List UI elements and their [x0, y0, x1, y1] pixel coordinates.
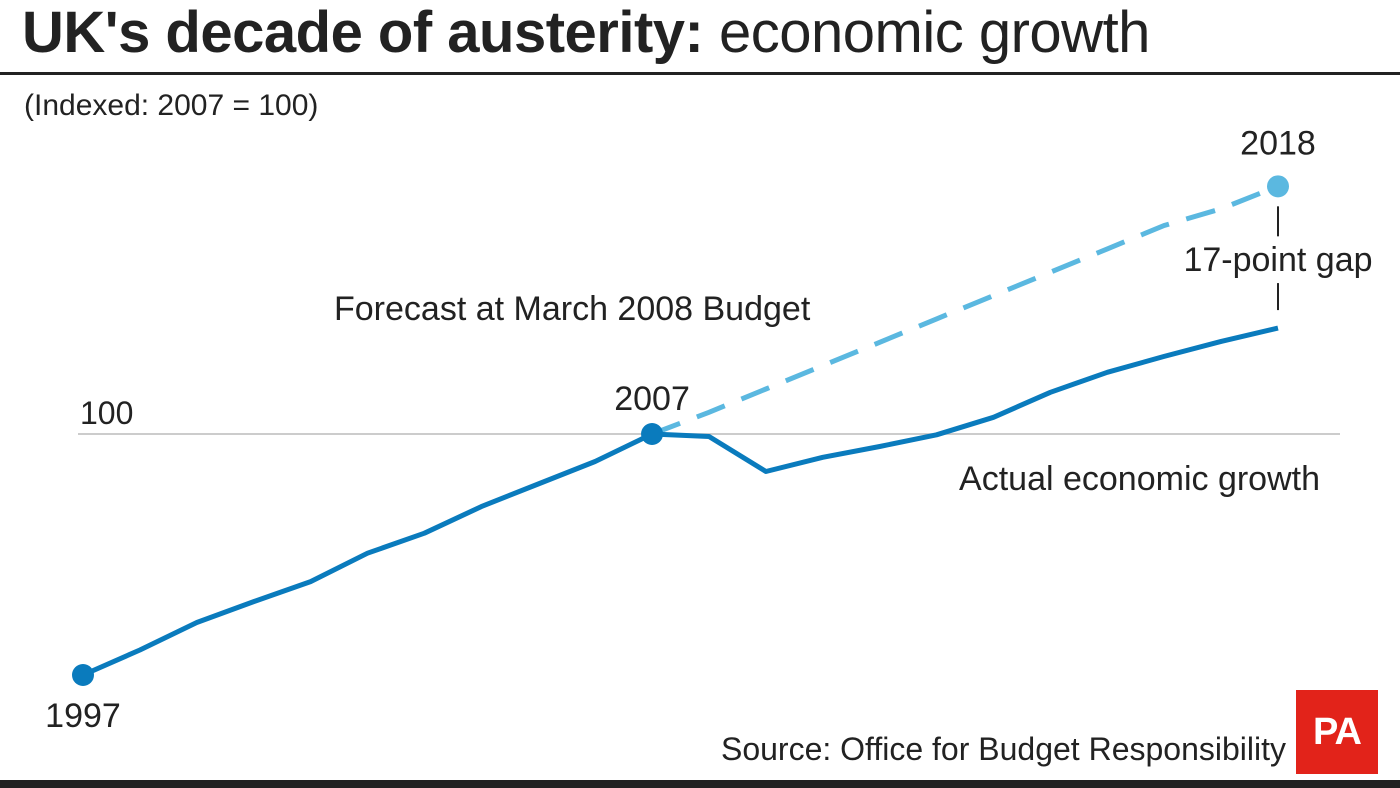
label-17-point-gap: 17-point gap [1183, 241, 1372, 279]
chart-subtitle: (Indexed: 2007 = 100) [24, 89, 319, 122]
title-divider [0, 72, 1400, 75]
point-1997 [72, 664, 94, 686]
series-line-forecast [651, 183, 1279, 437]
label-1997: 1997 [45, 697, 121, 735]
label-2007: 2007 [614, 380, 690, 418]
label-2018: 2018 [1240, 124, 1316, 162]
title-bold: UK's decade of austerity: [22, 0, 704, 65]
series-label-forecast: Forecast at March 2008 Budget [334, 290, 811, 328]
series-line-actual [81, 325, 1279, 678]
source-note: Source: Office for Budget Responsibility [720, 731, 1286, 767]
title-light: economic growth [719, 0, 1150, 65]
chart-title: UK's decade of austerity: economic growt… [22, 2, 1150, 64]
point-2007 [641, 423, 664, 445]
reference-label-100: 100 [80, 395, 133, 431]
series-label-actual: Actual economic growth [959, 460, 1320, 498]
pa-logo: PA [1296, 690, 1378, 774]
bottom-divider [0, 780, 1400, 788]
point-2018-forecast [1267, 175, 1289, 198]
